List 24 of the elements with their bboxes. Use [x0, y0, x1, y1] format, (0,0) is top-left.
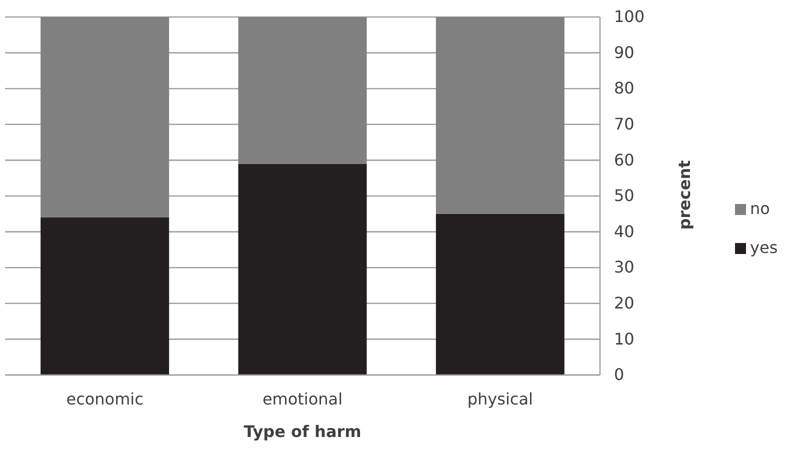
y-tick-label: 90	[614, 42, 634, 62]
legend-label: no	[750, 199, 770, 218]
x-tick-label: physical	[467, 389, 533, 408]
y-tick-label: 20	[614, 294, 634, 313]
legend-label: yes	[750, 238, 778, 257]
bar	[238, 17, 367, 164]
y-tick-label: 30	[614, 258, 634, 277]
y-tick-label: 0	[614, 365, 624, 384]
y-tick-label: 80	[614, 78, 634, 98]
y-tick-label: 40	[614, 222, 634, 241]
bar	[436, 17, 564, 214]
bar	[238, 164, 367, 375]
y-tick-label: 70	[614, 114, 634, 134]
x-axis-title: Type of harm	[244, 422, 362, 441]
x-tick-label: emotional	[262, 389, 343, 408]
y-tick-label: 60	[614, 150, 634, 170]
bar	[40, 217, 170, 375]
bar	[40, 17, 170, 218]
x-tick-label: economic	[66, 389, 144, 408]
y-tick-label: 10	[614, 329, 634, 348]
y-tick-label: 50	[614, 186, 634, 206]
y-tick-label: 100	[614, 7, 645, 26]
y-axis-title: precent	[675, 160, 694, 230]
bar	[436, 214, 564, 375]
